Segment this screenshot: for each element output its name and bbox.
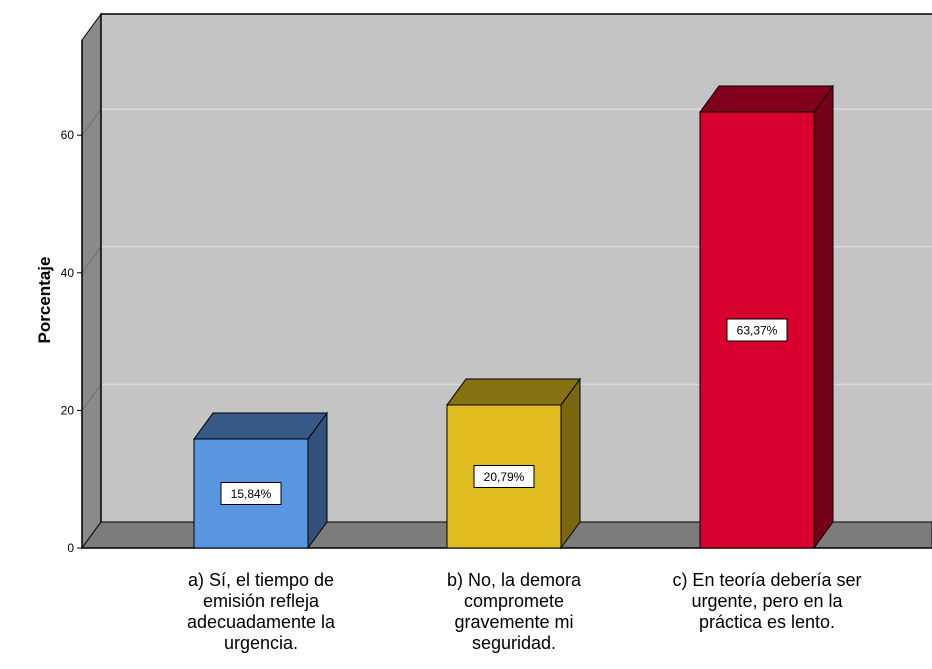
gridline-side — [81, 246, 102, 274]
gridline-side — [81, 108, 102, 136]
x-tick-label-line: emisión refleja — [203, 591, 320, 611]
data-label-box — [473, 464, 535, 488]
y-tick-label: 20 — [61, 403, 75, 417]
bar-top — [699, 85, 834, 113]
gridline-side — [81, 384, 102, 411]
x-tick-label: a) Sí, el tiempo de emisión refleja adecua… — [187, 570, 336, 653]
data-label-box — [220, 482, 282, 506]
data-label: 63,37% — [737, 324, 778, 338]
bar-top — [193, 412, 328, 440]
x-tick-label-line: práctica es lento. — [699, 612, 835, 632]
x-tick-label-line: b) No, la demora — [447, 570, 582, 590]
wall-outline — [100, 13, 932, 522]
x-tick-label-line: adecuadamente la — [187, 612, 336, 632]
x-tick-label-line: seguridad. — [472, 633, 556, 653]
x-tick-label-line: gravemente mi — [454, 612, 573, 632]
x-tick-label: b) No, la demora compromete gravemente mi s… — [447, 570, 582, 653]
y-tick-label: 40 — [61, 266, 75, 280]
x-tick-label: c) En teoría debería ser urgente, pero en… — [672, 570, 861, 632]
y-axis-label: Porcentaje — [35, 257, 54, 344]
bar-side — [560, 377, 581, 550]
x-tick-label-line: urgente, pero en la — [691, 591, 843, 611]
y-tick-label: 0 — [67, 541, 74, 555]
x-tick-label-line: urgencia. — [224, 633, 298, 653]
data-label: 15,84% — [231, 487, 272, 501]
bar-side — [813, 84, 834, 550]
y-tick-label: 60 — [61, 128, 75, 142]
data-label-box — [726, 318, 788, 342]
side-wall — [81, 12, 102, 550]
x-tick-label-line: a) Sí, el tiempo de — [188, 570, 334, 590]
data-label: 20,79% — [484, 470, 525, 484]
x-tick-label-line: c) En teoría debería ser — [672, 570, 861, 590]
bar-top — [446, 378, 581, 406]
x-tick-label-line: compromete — [464, 591, 564, 611]
